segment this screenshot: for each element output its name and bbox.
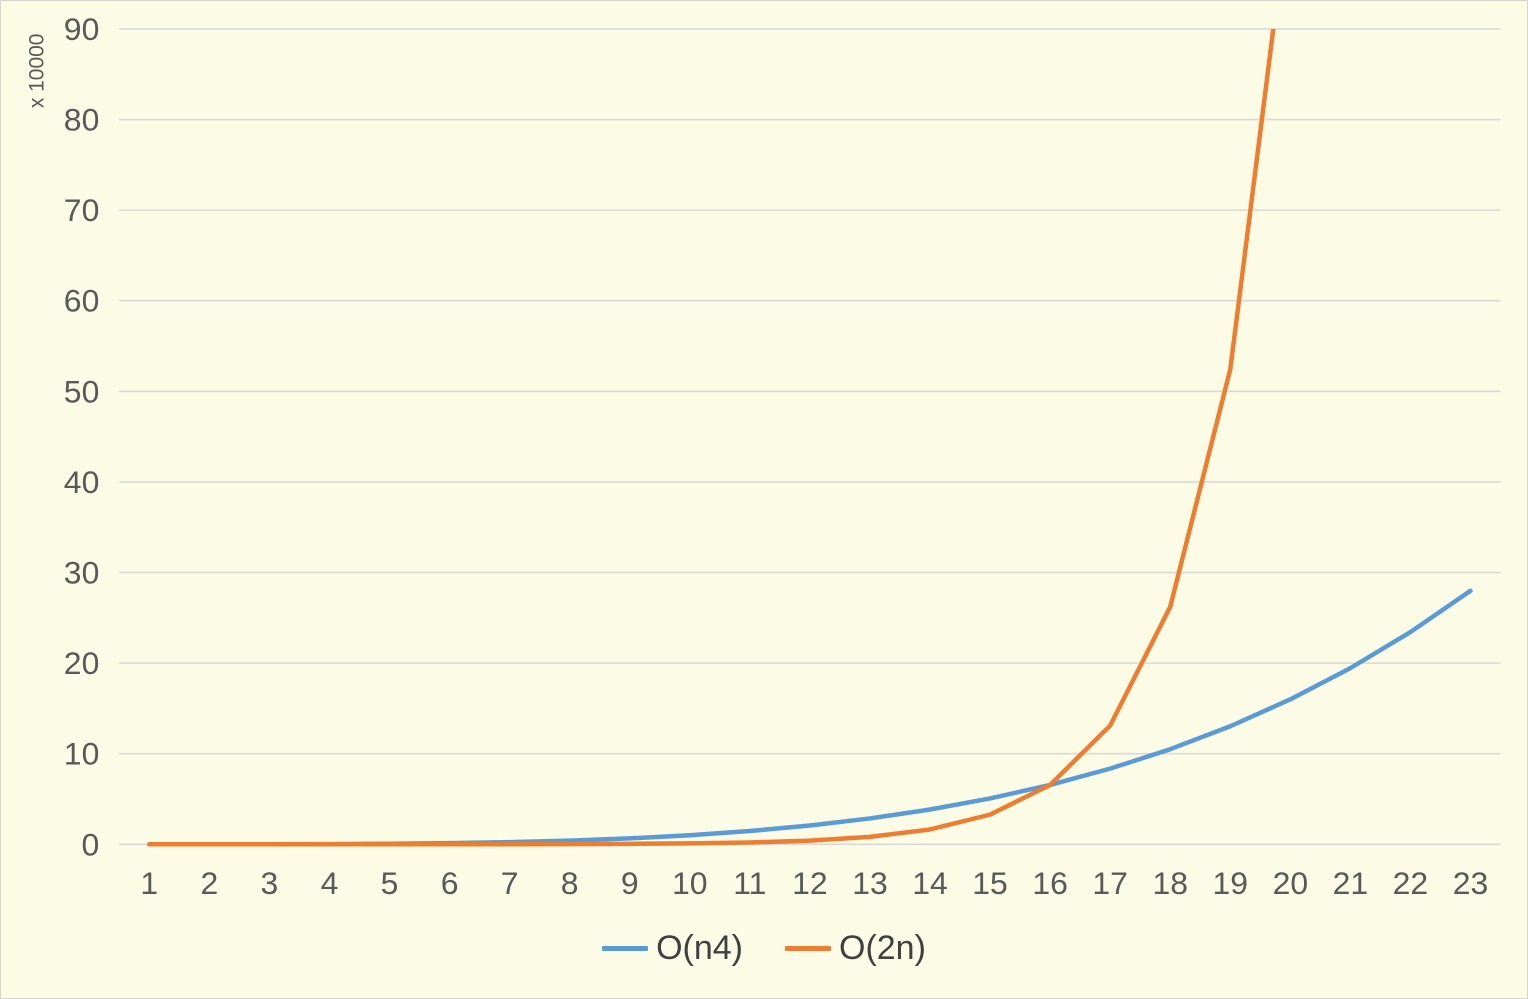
x-tick-label: 20 xyxy=(1273,865,1309,901)
x-tick-label: 17 xyxy=(1092,865,1128,901)
x-tick-label: 8 xyxy=(561,865,579,901)
legend-label: O(2n) xyxy=(839,929,926,967)
x-tick-label: 12 xyxy=(792,865,828,901)
y-tick-label: 80 xyxy=(64,102,100,138)
series-line-on4 xyxy=(147,588,1473,847)
legend-item-o2n: O(2n) xyxy=(785,929,926,968)
x-tick-label: 10 xyxy=(672,865,708,901)
x-tick-label: 3 xyxy=(261,865,279,901)
x-tick-label: 19 xyxy=(1213,865,1249,901)
x-tick-label: 5 xyxy=(381,865,399,901)
legend-line-swatch xyxy=(785,946,831,951)
y-axis-unit-label: x 10000 xyxy=(25,34,48,109)
y-tick-label: 10 xyxy=(64,736,100,772)
x-tick-label: 7 xyxy=(501,865,519,901)
y-tick-label: 60 xyxy=(64,283,100,319)
x-tick-label: 21 xyxy=(1333,865,1369,901)
x-tick-label: 4 xyxy=(321,865,339,901)
y-tick-label: 0 xyxy=(82,826,100,862)
legend-item-on4: O(n4) xyxy=(602,929,743,968)
series-line-o2n xyxy=(147,28,1276,847)
chart-legend: O(n4) O(2n) xyxy=(1,929,1527,968)
x-tick-label: 2 xyxy=(200,865,218,901)
x-tick-label: 6 xyxy=(441,865,459,901)
y-tick-label: 40 xyxy=(64,464,100,500)
y-tick-label: 30 xyxy=(64,554,100,590)
x-tick-label: 11 xyxy=(733,865,766,901)
legend-line-swatch xyxy=(602,946,649,951)
x-tick-label: 15 xyxy=(972,865,1008,901)
y-tick-label: 50 xyxy=(64,373,100,409)
y-tick-label: 70 xyxy=(64,192,100,228)
x-tick-label: 13 xyxy=(852,865,888,901)
y-tick-label: 20 xyxy=(64,645,100,681)
x-tick-label: 1 xyxy=(140,865,158,901)
x-tick-label: 9 xyxy=(621,865,639,901)
x-tick-label: 16 xyxy=(1032,865,1068,901)
y-tick-label: 90 xyxy=(64,11,100,47)
x-tick-label: 22 xyxy=(1393,865,1429,901)
legend-label: O(n4) xyxy=(656,929,743,967)
x-tick-label: 14 xyxy=(912,865,948,901)
x-tick-label: 18 xyxy=(1152,865,1188,901)
x-tick-label: 23 xyxy=(1453,865,1489,901)
